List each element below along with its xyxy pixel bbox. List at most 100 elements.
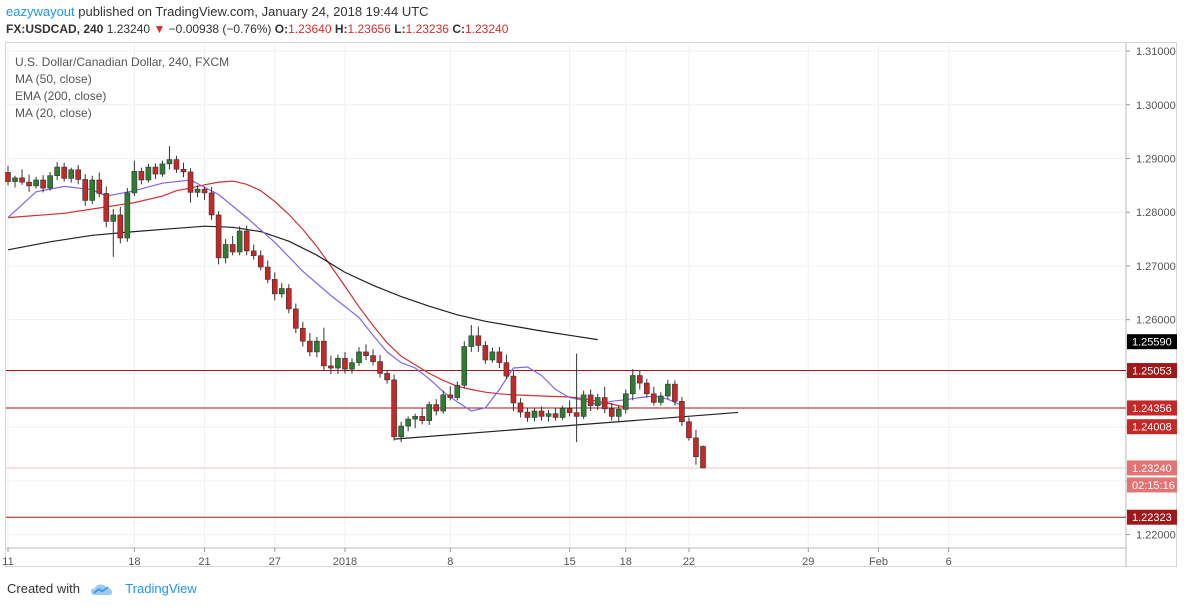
candle-body[interactable]	[545, 413, 552, 417]
candle-body[interactable]	[573, 412, 580, 417]
candle-body[interactable]	[314, 340, 320, 353]
tradingview-link[interactable]: TradingView	[125, 581, 197, 596]
candle-body[interactable]	[636, 375, 643, 384]
candle-body[interactable]	[82, 179, 89, 201]
candle-body[interactable]	[152, 166, 159, 175]
legend-ema200[interactable]: EMA (200, close)	[15, 89, 107, 103]
candle-body[interactable]	[615, 409, 622, 417]
candle-body[interactable]	[419, 416, 425, 421]
candle-body[interactable]	[644, 382, 650, 395]
candle-body[interactable]	[89, 179, 96, 201]
candle-body[interactable]	[26, 181, 32, 187]
candle-body[interactable]	[229, 244, 236, 253]
candle-body[interactable]	[454, 384, 461, 398]
candle-body[interactable]	[412, 416, 418, 420]
candle-body[interactable]	[496, 351, 503, 363]
candle-body[interactable]	[468, 335, 475, 347]
candle-body[interactable]	[700, 446, 706, 469]
candle-body[interactable]	[665, 383, 671, 397]
candle-body[interactable]	[658, 395, 664, 403]
legend-ma20[interactable]: MA (20, close)	[15, 106, 92, 120]
candle-body[interactable]	[580, 394, 587, 417]
candle-body[interactable]	[679, 401, 685, 423]
candle-body[interactable]	[629, 375, 636, 395]
candle-body[interactable]	[489, 351, 496, 361]
candle-body[interactable]	[250, 250, 257, 257]
candle-body[interactable]	[61, 166, 67, 179]
candle-body[interactable]	[622, 393, 629, 410]
candle-body[interactable]	[110, 214, 117, 222]
candle-body[interactable]	[300, 327, 306, 342]
candle-body[interactable]	[40, 179, 46, 189]
candle-body[interactable]	[75, 169, 81, 180]
candle-body[interactable]	[510, 375, 517, 404]
candle-body[interactable]	[447, 394, 454, 398]
candle-body[interactable]	[538, 410, 545, 417]
candle-body[interactable]	[356, 351, 362, 363]
candle-body[interactable]	[293, 308, 299, 329]
candle-body[interactable]	[180, 168, 187, 173]
candle-body[interactable]	[285, 288, 292, 310]
candle-body[interactable]	[159, 163, 166, 175]
candle-body[interactable]	[384, 373, 390, 381]
candle-body[interactable]	[54, 166, 60, 176]
candle-body[interactable]	[433, 404, 440, 412]
candle-body[interactable]	[166, 159, 173, 165]
candle-body[interactable]	[672, 383, 678, 402]
candle-body[interactable]	[131, 171, 138, 194]
candle-body[interactable]	[145, 166, 152, 181]
candle-body[interactable]	[124, 192, 131, 239]
candle-body[interactable]	[517, 402, 524, 413]
candle-body[interactable]	[503, 362, 510, 377]
candle-body[interactable]	[321, 340, 327, 367]
legend-ma50[interactable]: MA (50, close)	[15, 72, 92, 86]
candle-body[interactable]	[278, 288, 285, 295]
candle-body[interactable]	[342, 358, 348, 370]
candle-body[interactable]	[47, 175, 53, 189]
candle-body[interactable]	[461, 346, 468, 386]
candle-body[interactable]	[271, 279, 278, 295]
candle-body[interactable]	[559, 408, 566, 418]
candle-body[interactable]	[482, 345, 489, 361]
candle-body[interactable]	[208, 192, 215, 216]
candle-body[interactable]	[552, 413, 559, 418]
candle-body[interactable]	[194, 188, 201, 193]
candle-body[interactable]	[405, 418, 411, 427]
candle-body[interactable]	[363, 351, 369, 356]
candle-body[interactable]	[103, 193, 110, 222]
candle-body[interactable]	[335, 358, 341, 369]
candle-body[interactable]	[391, 379, 397, 438]
candle-body[interactable]	[243, 230, 250, 252]
candle-body[interactable]	[608, 408, 615, 417]
candle-body[interactable]	[587, 394, 594, 406]
candle-body[interactable]	[19, 177, 25, 183]
candle-body[interactable]	[236, 230, 243, 253]
candle-body[interactable]	[117, 214, 124, 239]
candle-body[interactable]	[222, 244, 229, 259]
candle-body[interactable]	[398, 425, 404, 438]
candle-body[interactable]	[594, 397, 601, 406]
candle-body[interactable]	[264, 266, 271, 280]
author-link[interactable]: eazywayout	[6, 4, 75, 19]
candle-body[interactable]	[566, 408, 573, 413]
candle-body[interactable]	[686, 421, 692, 439]
candle-body[interactable]	[307, 340, 313, 353]
candle-body[interactable]	[257, 255, 264, 268]
candle-body[interactable]	[440, 394, 447, 412]
candle-body[interactable]	[370, 355, 376, 362]
candle-body[interactable]	[426, 404, 433, 421]
candle-body[interactable]	[138, 171, 145, 181]
candle-body[interactable]	[349, 362, 355, 370]
candle-body[interactable]	[328, 365, 334, 369]
candle-body[interactable]	[475, 335, 482, 346]
candle-body[interactable]	[215, 214, 222, 259]
candle-body[interactable]	[12, 177, 18, 182]
candle-body[interactable]	[531, 410, 538, 418]
candle-body[interactable]	[377, 361, 383, 374]
candle-body[interactable]	[601, 397, 608, 410]
candle-body[interactable]	[173, 159, 180, 170]
candle-body[interactable]	[5, 172, 11, 182]
candle-body[interactable]	[524, 411, 531, 418]
candle-body[interactable]	[693, 437, 699, 457]
